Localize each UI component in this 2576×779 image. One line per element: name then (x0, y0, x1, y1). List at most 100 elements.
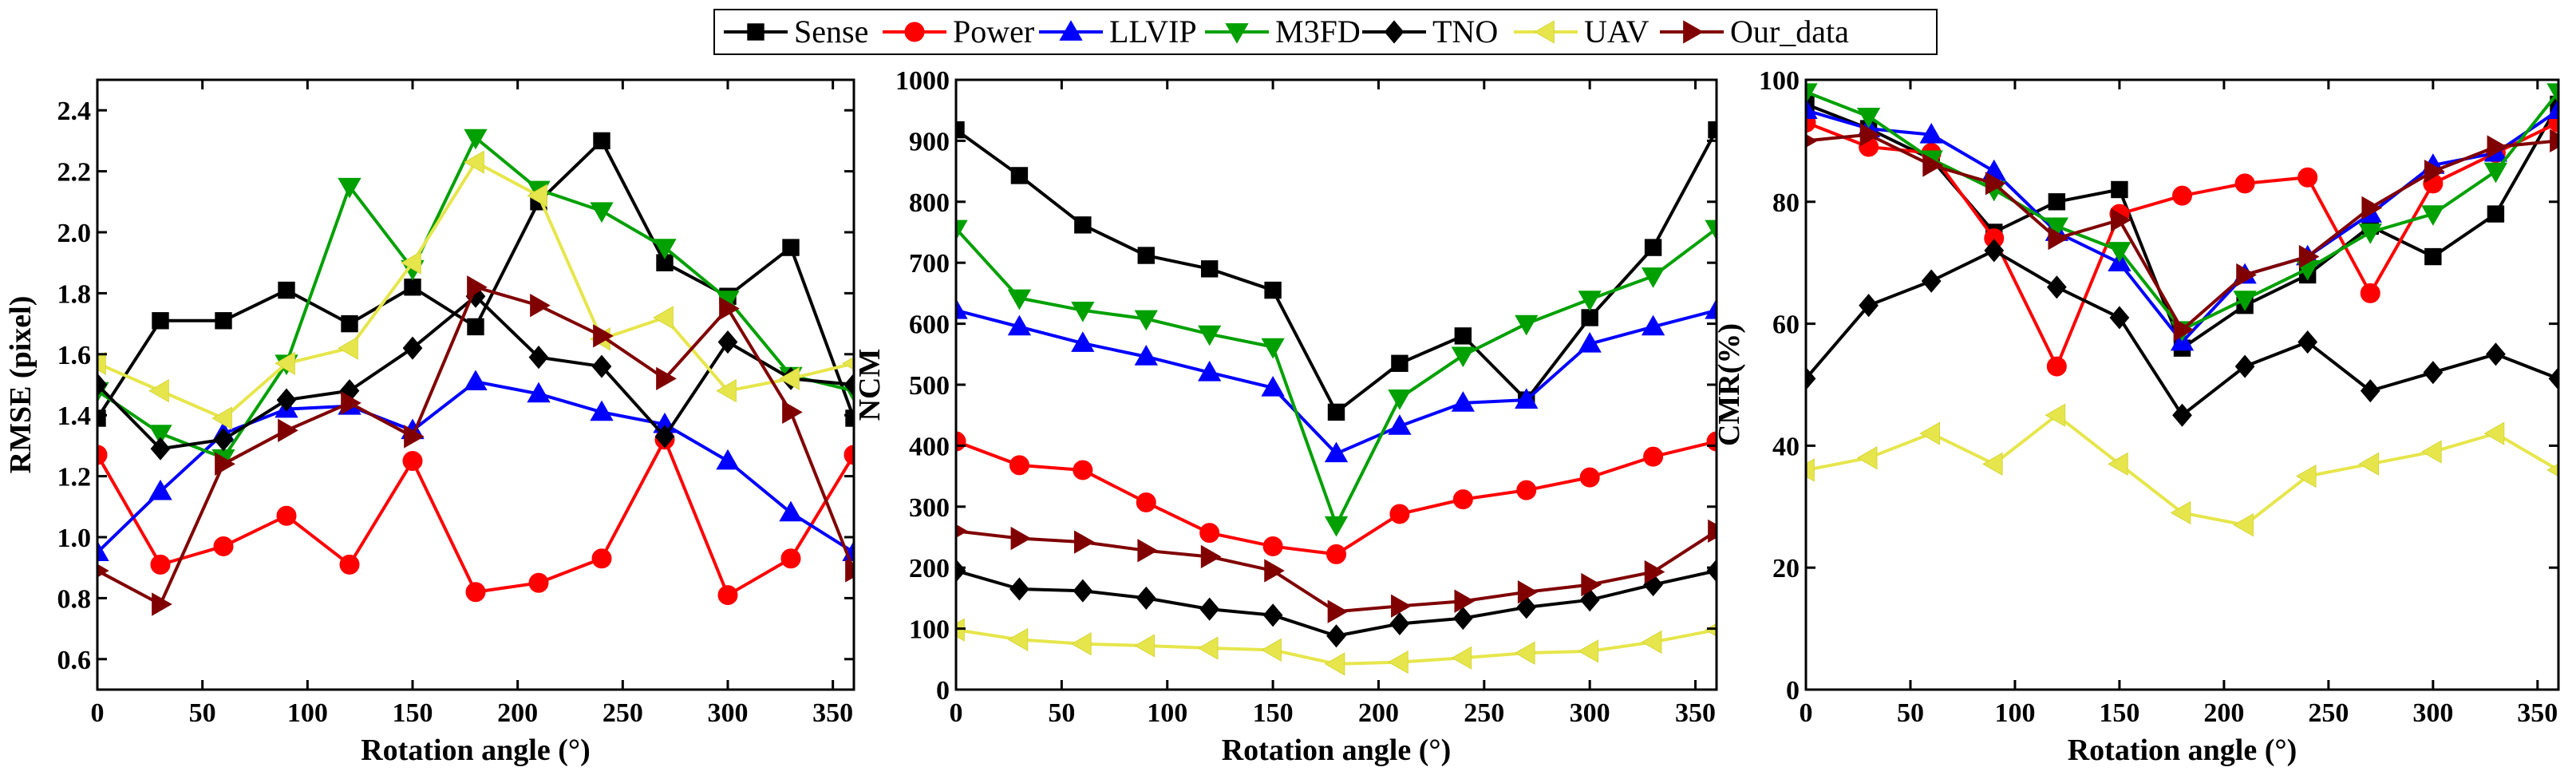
y-tick-label: 1.4 (57, 401, 92, 431)
y-tick-label: 1.6 (57, 341, 92, 370)
x-tick-label: 50 (1048, 698, 1075, 728)
data-point (1806, 366, 1816, 390)
data-point (152, 312, 169, 330)
data-point (1985, 172, 2006, 196)
data-point (593, 324, 614, 348)
data-point (1391, 354, 1409, 372)
data-point (1641, 630, 1662, 654)
legend-label: UAV (1584, 14, 1650, 49)
data-point (842, 540, 854, 561)
data-point (2108, 452, 2128, 476)
legend-item-our-data: Our_data (1660, 14, 1849, 49)
x-tick-label: 100 (287, 698, 328, 728)
data-point (1197, 636, 1219, 660)
data-point (1516, 595, 1537, 619)
data-point (1007, 314, 1032, 336)
data-point (2046, 275, 2067, 299)
data-point (1859, 294, 1879, 318)
data-point (1071, 632, 1092, 656)
data-point (1071, 301, 1095, 322)
data-point (1515, 388, 1539, 409)
data-point (782, 400, 803, 425)
legend-label: LLVIP (1109, 14, 1197, 49)
y-tick-label: 200 (909, 554, 950, 583)
x-tick-label: 200 (497, 698, 538, 728)
series-line (1806, 109, 2558, 344)
series-line (956, 529, 1717, 614)
data-point (1644, 560, 1665, 584)
data-point (956, 219, 968, 241)
data-point (464, 370, 488, 391)
x-tick-label: 0 (1800, 698, 1813, 728)
y-axis-title: RMSE (pixel) (4, 296, 38, 474)
data-point (2172, 403, 2192, 427)
data-point (464, 129, 488, 150)
data-point (593, 132, 610, 150)
y-tick-label: 80 (1772, 188, 1800, 218)
y-axis-title: NCM (853, 349, 887, 421)
data-point (844, 445, 854, 465)
data-point (2109, 306, 2130, 330)
data-point (1009, 577, 1029, 601)
data-point (2297, 167, 2318, 188)
data-point (1641, 267, 1665, 288)
data-point (528, 346, 549, 370)
legend-item-tno: TNO (1362, 14, 1498, 49)
series-our-data (97, 275, 854, 616)
series-line (956, 227, 1717, 527)
legend-marker (1225, 23, 1249, 44)
data-point (716, 378, 737, 403)
y-tick-label: 20 (1772, 554, 1800, 583)
data-point (465, 582, 486, 603)
data-point (278, 418, 298, 442)
x-tick-label: 200 (2203, 698, 2244, 728)
data-point (401, 251, 421, 275)
data-point (2045, 217, 2068, 239)
legend-item-m3fd: M3FD (1205, 14, 1361, 49)
data-point (527, 184, 547, 208)
data-point (97, 351, 106, 375)
data-point (1324, 441, 1349, 463)
series-uav (1806, 403, 2558, 537)
data-point (2297, 330, 2318, 354)
x-tick-label: 0 (91, 698, 105, 728)
data-point (213, 428, 234, 452)
series-sense (1806, 95, 2558, 357)
data-point (956, 618, 965, 642)
data-point (1388, 389, 1412, 410)
data-point (1136, 586, 1156, 610)
data-point (1806, 133, 1818, 148)
data-point (1326, 544, 1346, 564)
data-point (2234, 173, 2255, 194)
data-point (338, 336, 358, 360)
data-point (530, 294, 551, 318)
series-tno (956, 559, 1717, 648)
data-point (2170, 500, 2191, 525)
data-point (404, 279, 421, 296)
series-our-data (1806, 123, 2558, 342)
data-point (779, 500, 803, 522)
data-point (1261, 638, 1282, 662)
y-tick-label: 40 (1772, 432, 1800, 461)
data-point (213, 536, 234, 556)
legend-marker (1384, 20, 1405, 44)
data-point (2424, 247, 2442, 266)
x-tick-label: 300 (1570, 698, 1610, 728)
legend-label: Our_data (1730, 14, 1849, 49)
data-point (2236, 263, 2257, 287)
data-point (591, 354, 612, 378)
plot-area (97, 129, 854, 616)
y-tick-label: 1.2 (57, 463, 92, 492)
data-point (2487, 205, 2505, 223)
data-point (1705, 219, 1717, 241)
y-tick-label: 1000 (895, 66, 950, 96)
data-point (1009, 455, 1029, 476)
data-point (844, 373, 854, 397)
data-point (1517, 580, 1539, 604)
data-point (97, 540, 109, 561)
y-tick-label: 800 (909, 188, 950, 218)
data-point (1389, 611, 1410, 636)
data-point (1856, 446, 1878, 470)
data-point (2045, 403, 2066, 427)
data-point (1919, 122, 1943, 144)
